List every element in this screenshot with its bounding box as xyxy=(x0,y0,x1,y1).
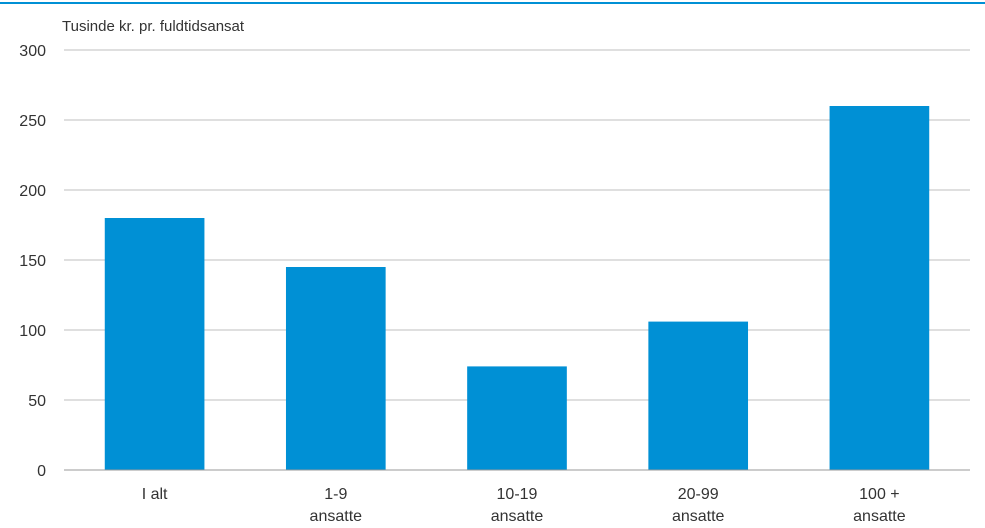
y-tick-labels: 0 50 100 150 200 250 300 xyxy=(19,43,46,480)
x-tick-label: I alt xyxy=(142,486,168,503)
gridlines xyxy=(64,49,970,401)
y-tick-label: 150 xyxy=(19,253,46,270)
y-tick-label: 200 xyxy=(19,183,46,200)
bar xyxy=(829,106,930,470)
y-tick-label: 50 xyxy=(28,393,46,410)
x-tick-label: 1-9 ansatte xyxy=(310,486,363,525)
y-tick-label: 0 xyxy=(37,463,46,480)
x-tick-label: 20-99 ansatte xyxy=(672,486,725,525)
bar xyxy=(285,267,386,470)
y-tick-label: 100 xyxy=(19,323,46,340)
x-tick-labels: I alt 1-9 ansatte 10-19 ansatte 20-99 ansatte 1… xyxy=(142,486,906,525)
y-tick-label: 250 xyxy=(19,113,46,130)
bars xyxy=(104,106,930,470)
x-tick-label: 10-19 ansatte xyxy=(491,486,544,525)
y-unit-label: Tusinde kr. pr. fuldtidsansat xyxy=(62,18,245,35)
bar xyxy=(104,218,205,470)
x-tick-label: 100 + ansatte xyxy=(853,486,906,525)
y-tick-label: 300 xyxy=(19,43,46,60)
bar xyxy=(648,321,749,470)
bar xyxy=(467,366,567,470)
